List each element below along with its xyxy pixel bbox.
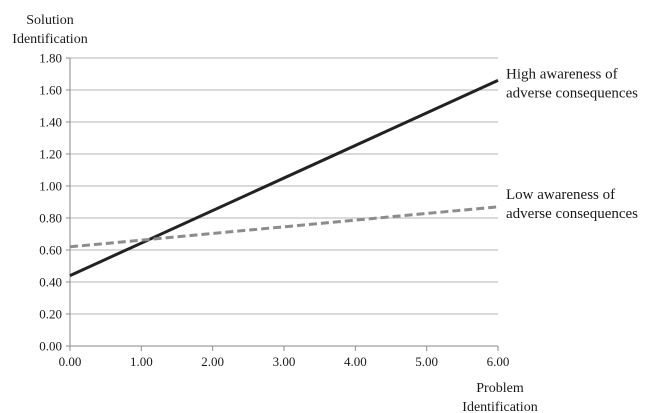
y-axis-title-line-1: Solution bbox=[26, 13, 73, 28]
y-tick-label: 1.20 bbox=[39, 147, 62, 162]
y-tick-label: 1.40 bbox=[39, 115, 62, 130]
series-label-low-awareness: Low awareness of bbox=[506, 187, 615, 203]
y-tick-label: 1.60 bbox=[39, 83, 62, 98]
x-tick-label: 0.00 bbox=[59, 354, 82, 369]
x-tick-label: 4.00 bbox=[344, 354, 367, 369]
x-tick-label: 5.00 bbox=[415, 354, 438, 369]
gridlines bbox=[70, 57, 498, 315]
x-tick-label: 2.00 bbox=[201, 354, 224, 369]
x-axis-title-line-1: Problem bbox=[476, 381, 524, 396]
axes bbox=[66, 57, 499, 351]
series-labels: High awareness of adverse consequences Low… bbox=[506, 66, 638, 221]
x-tick-label: 3.00 bbox=[273, 354, 296, 369]
series-label-low-awareness: adverse consequences bbox=[506, 206, 638, 222]
series-label-high-awareness: adverse consequences bbox=[506, 85, 638, 101]
x-axis-title-line-2: Identification bbox=[462, 400, 537, 413]
series-line-low-awareness bbox=[69, 205, 499, 249]
y-tick-label: 1.80 bbox=[39, 51, 62, 66]
y-tick-label: 0.40 bbox=[39, 275, 62, 290]
y-axis-title-line-2: Identification bbox=[12, 32, 87, 47]
x-tick-label: 1.00 bbox=[130, 354, 153, 369]
y-tick-label: 0.20 bbox=[39, 307, 62, 322]
tick-labels: 0.00 0.20 0.40 0.60 0.80 1.00 1.20 1.40 1.60 1.80… bbox=[39, 51, 509, 370]
series-lines bbox=[69, 79, 499, 277]
y-tick-label: 0.80 bbox=[39, 211, 62, 226]
series-label-high-awareness: High awareness of bbox=[506, 66, 618, 82]
y-tick-label: 0.00 bbox=[39, 339, 62, 354]
y-tick-label: 0.60 bbox=[39, 243, 62, 258]
series-line-high-awareness bbox=[69, 79, 499, 277]
y-tick-label: 1.00 bbox=[39, 179, 62, 194]
x-tick-label: 6.00 bbox=[487, 354, 510, 369]
